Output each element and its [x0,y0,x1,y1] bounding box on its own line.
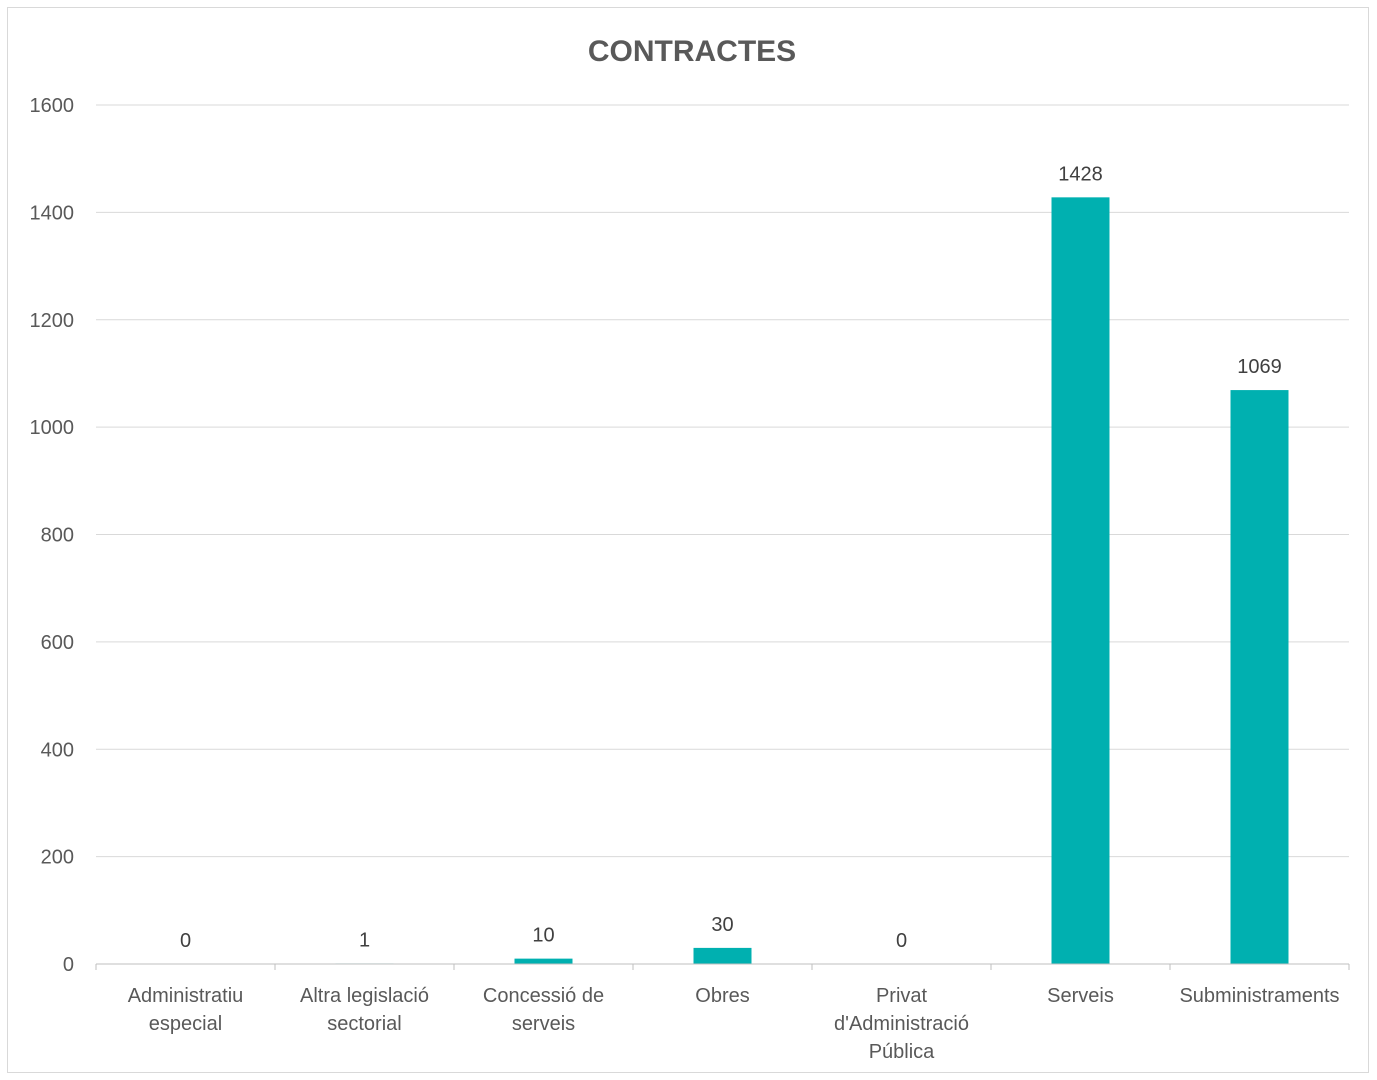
x-tick-label: Altra legislació sectorial [300,985,429,1035]
x-tick-label: Serveis [1047,985,1114,1007]
x-axis: Administratiu especial Altra legislació sec… [95,963,1350,1063]
x-tick-label-line: sectorial [327,1013,401,1035]
x-tick-label: Administratiu especial [128,985,244,1035]
x-tick-label: Concessió de serveis [483,985,604,1035]
x-tick-label-line: especial [149,1013,222,1035]
y-tick-label: 200 [41,847,74,869]
y-tick-label: 0 [63,954,74,976]
bar [514,958,573,964]
x-tick-label: Privat d'Administració Pública [834,985,969,1063]
y-tick-label: 600 [41,632,74,654]
data-label: 0 [180,930,191,952]
bars [335,197,1289,964]
x-tick-label-line: Serveis [1047,985,1114,1007]
x-tick-label-line: Subministraments [1179,985,1339,1007]
y-axis-ticks: 0 200 400 600 800 1000 1200 1400 1600 [30,95,75,976]
x-tick-label-line: Altra legislació [300,985,429,1007]
bar [693,947,752,964]
bar [1230,390,1289,964]
y-tick-label: 1200 [30,310,75,332]
y-tick-label: 400 [41,739,74,761]
x-tick-label-line: Obres [695,985,749,1007]
y-tick-label: 1400 [30,202,75,224]
gridlines [96,104,1349,858]
data-label: 1428 [1058,163,1103,185]
x-tick-label-line: Concessió de [483,985,604,1007]
data-label: 30 [711,914,733,936]
y-tick-label: 1600 [30,95,75,117]
data-label: 1 [359,929,370,951]
x-tick-label-line: Privat [876,985,928,1007]
data-labels: 0 1 10 30 0 1428 1069 [180,163,1282,952]
chart-frame [7,7,1369,1073]
data-label: 1069 [1237,356,1282,378]
x-tick-label-line: Administratiu [128,985,244,1007]
data-label: 10 [532,925,554,947]
x-tick-label-line: Pública [869,1041,935,1063]
chart-title: CONTRACTES [588,35,796,68]
y-tick-label: 800 [41,525,74,547]
data-label: 0 [896,930,907,952]
x-tick-label: Obres [695,985,749,1007]
y-tick-label: 1000 [30,417,75,439]
x-tick-label-line: d'Administració [834,1013,969,1035]
x-tick-label: Subministraments [1179,985,1339,1007]
x-tick-label-line: serveis [512,1013,575,1035]
bar [1051,197,1110,964]
